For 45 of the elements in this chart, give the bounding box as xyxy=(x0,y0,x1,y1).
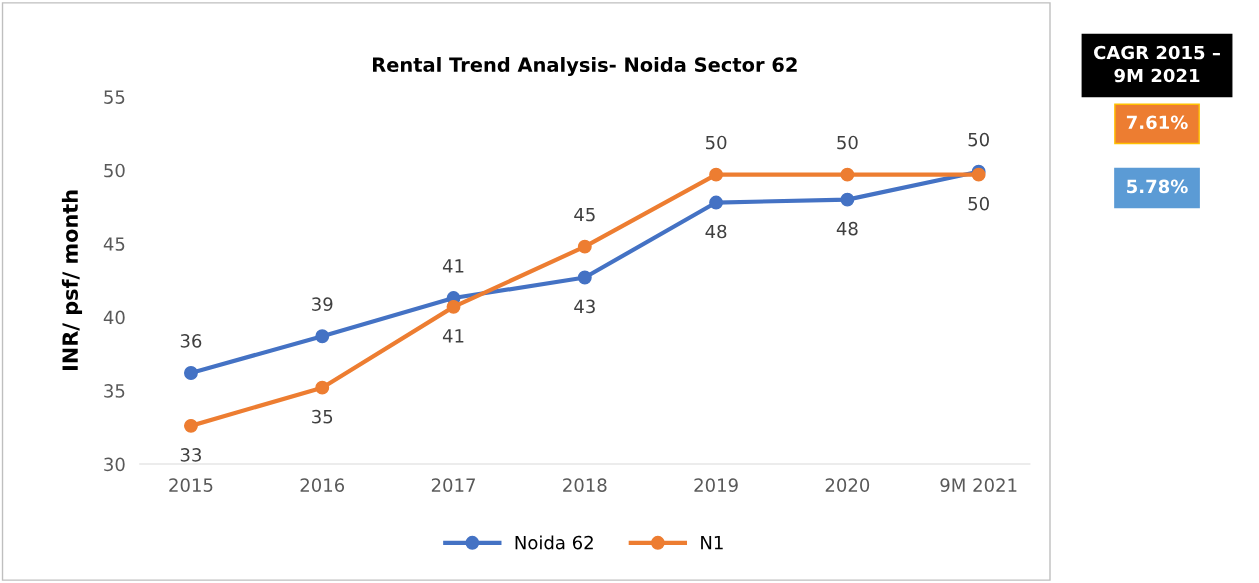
data-label: 48 xyxy=(836,221,858,236)
data-label: 50 xyxy=(968,132,989,147)
point xyxy=(446,299,461,314)
text: 7.61% xyxy=(1126,115,1188,130)
point xyxy=(315,380,330,395)
point xyxy=(184,418,198,433)
text: 5.78% xyxy=(1127,179,1188,194)
text: CAGR 2015 – 9M 2021 xyxy=(1094,45,1220,83)
point xyxy=(840,192,855,207)
chart-title: Rental Trend Analysis- Noida Sector 62 xyxy=(373,57,797,76)
x-tick-label: 2020 xyxy=(825,478,870,492)
y-tick-label: 50 xyxy=(104,163,125,178)
point xyxy=(315,329,330,344)
point xyxy=(840,167,855,182)
x-tick-label: 2017 xyxy=(431,478,475,492)
data-label: 35 xyxy=(312,409,333,424)
x-tick-label: 9M 2021 xyxy=(940,478,1017,492)
x-tick-label: 2018 xyxy=(563,478,607,492)
data-label: 36 xyxy=(180,334,202,348)
y-tick-label: 55 xyxy=(104,90,125,104)
x-tick-label: 2019 xyxy=(694,478,738,492)
y-tick-label: 35 xyxy=(104,384,125,398)
data-label: 45 xyxy=(574,207,595,222)
data-label: 50 xyxy=(968,196,989,211)
y-axis-title: INR/ psf/ month xyxy=(61,190,83,370)
data-label: 39 xyxy=(312,297,333,311)
point xyxy=(577,239,592,254)
legend-label: N1 xyxy=(701,535,723,550)
point xyxy=(709,195,724,210)
data-label: 41 xyxy=(442,329,464,343)
x-tick-label: 2015 xyxy=(169,478,213,492)
data-label: 50 xyxy=(837,135,858,150)
y-tick-label: 40 xyxy=(103,310,125,325)
y-tick-label: 45 xyxy=(103,237,125,251)
legend-label: Noida 62 xyxy=(515,535,593,550)
data-label: 43 xyxy=(574,299,595,314)
x-tick-label: 2016 xyxy=(300,478,345,492)
point xyxy=(709,167,724,182)
point xyxy=(577,270,592,285)
data-label: 50 xyxy=(706,135,727,150)
data-label: 33 xyxy=(180,448,201,462)
data-label: 41 xyxy=(442,259,464,273)
data-label: 48 xyxy=(705,224,727,239)
y-tick-label: 30 xyxy=(104,457,125,472)
point xyxy=(184,366,198,380)
